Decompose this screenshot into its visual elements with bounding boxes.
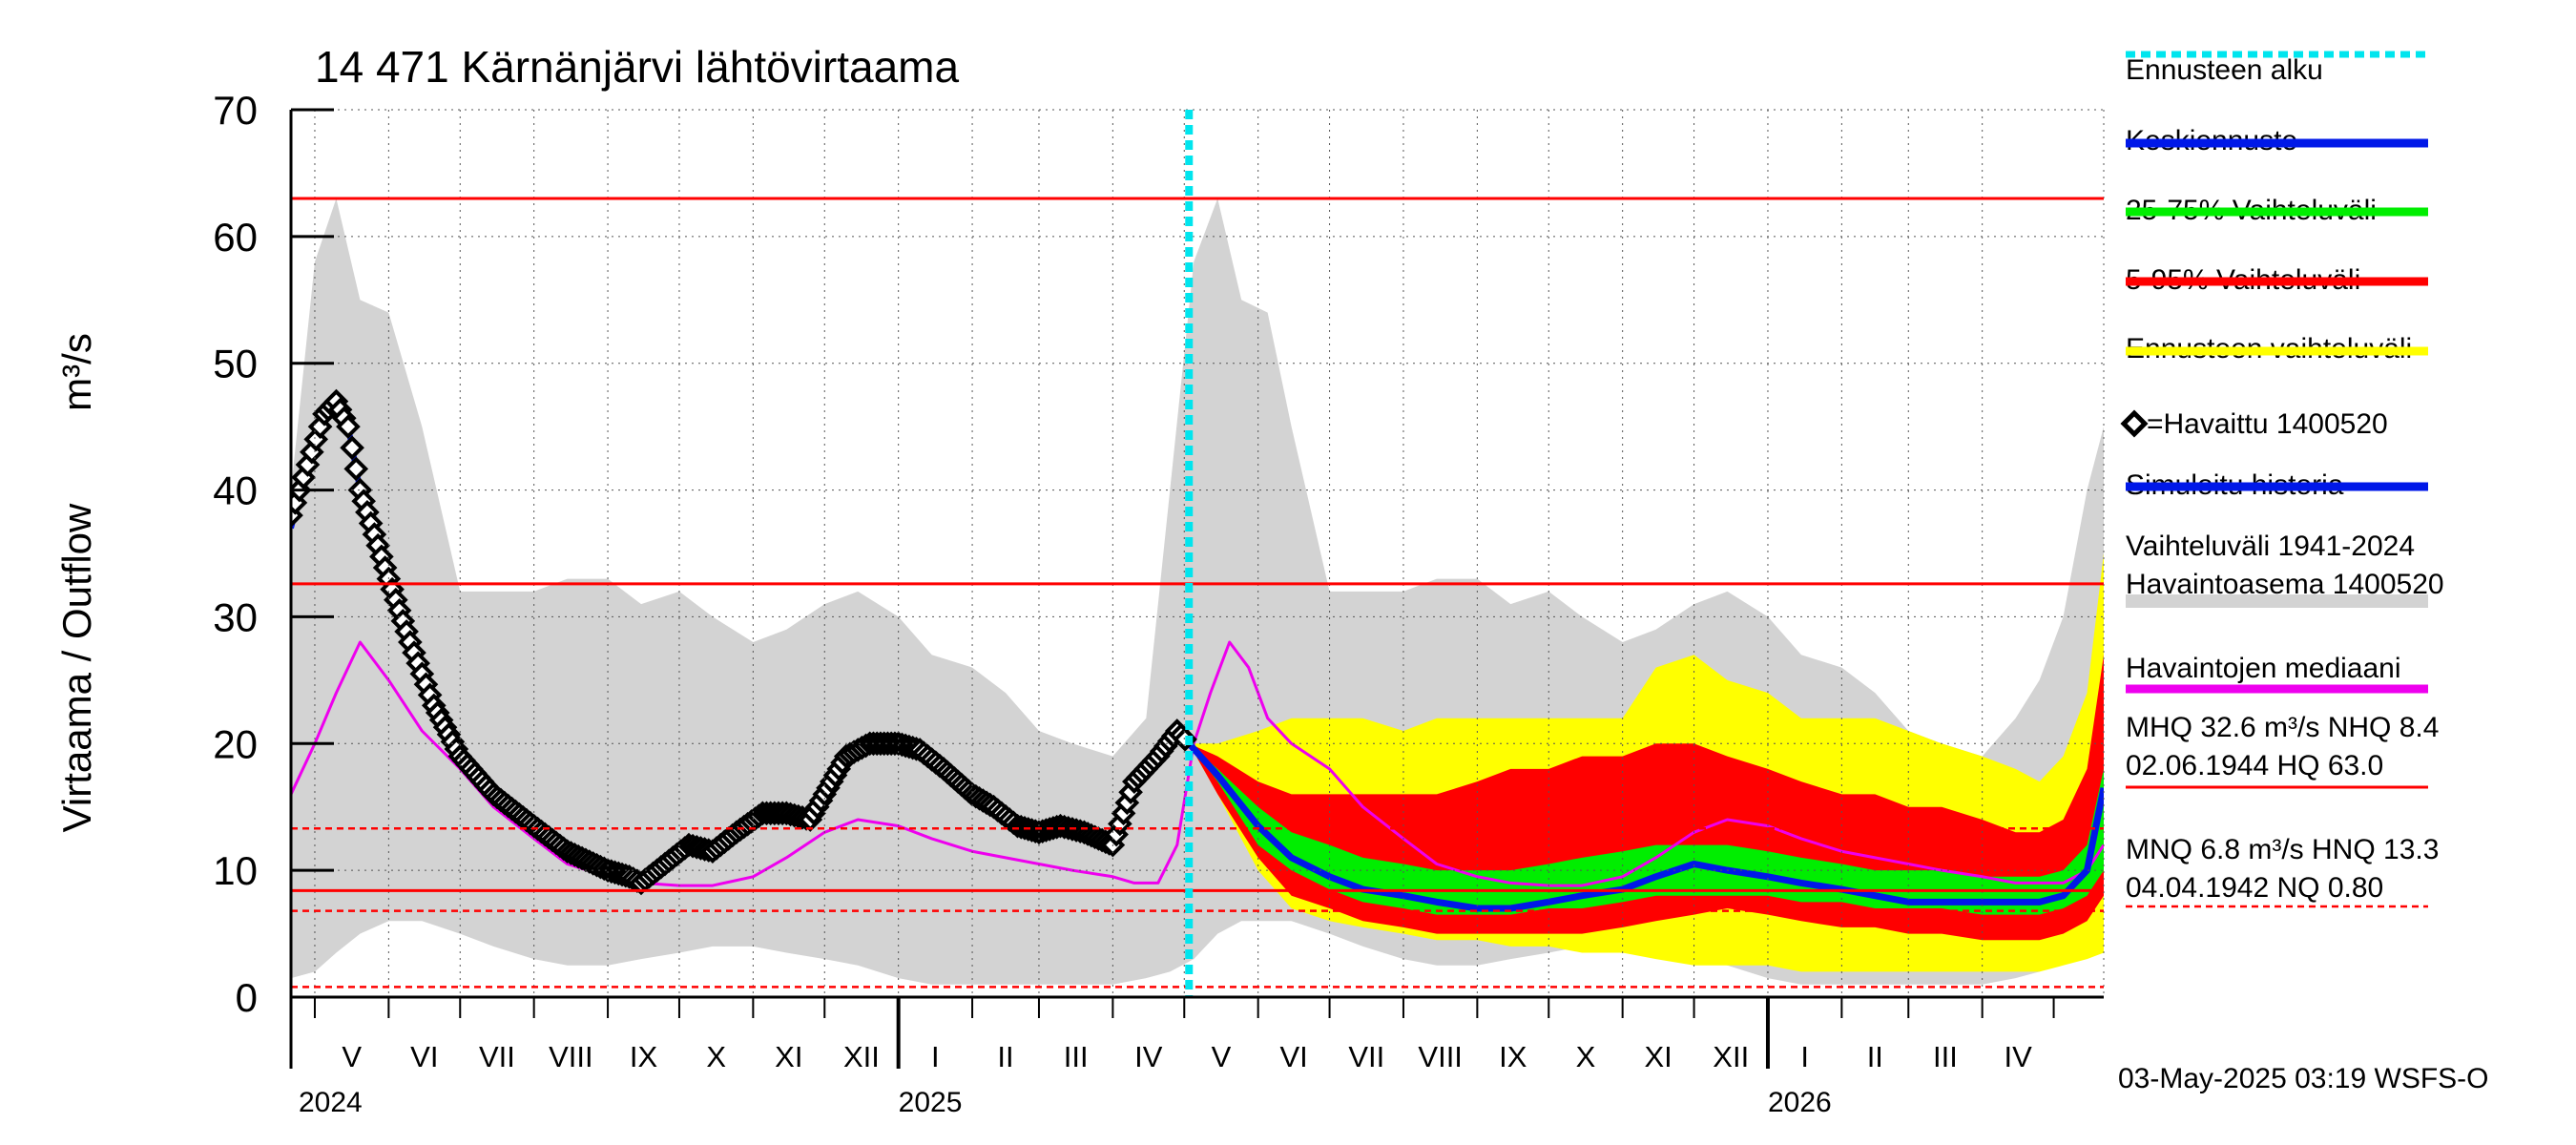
grid (291, 109, 2105, 997)
y-tick-label: 20 (213, 721, 258, 766)
month-label: II (997, 1040, 1013, 1073)
year-label: 2025 (899, 1087, 963, 1118)
month-label: IX (630, 1040, 658, 1073)
month-label: XI (1644, 1040, 1672, 1073)
legend-item: Havaintojen mediaani (2126, 653, 2428, 694)
month-label: VIII (1418, 1040, 1463, 1073)
month-label: XII (1713, 1040, 1749, 1073)
legend-marker-swatch (2120, 409, 2149, 438)
month-label: IV (1134, 1040, 1163, 1073)
legend-item: Ennusteen vaihteluväli (2126, 333, 2428, 364)
legend-label: Havaintojen mediaani (2126, 653, 2401, 684)
legend-label: 02.06.1944 HQ 63.0 (2126, 750, 2383, 781)
month-label: VIII (549, 1040, 593, 1073)
legend-label: =Havaittu 1400520 (2147, 408, 2388, 440)
month-label: VII (479, 1040, 515, 1073)
legend-item: 25-75% Vaihteluväli (2126, 195, 2428, 226)
y-tick-label: 70 (213, 88, 258, 133)
observed-point (343, 456, 369, 482)
month-label: I (931, 1040, 940, 1073)
year-label: 2024 (299, 1087, 363, 1118)
legend-item: Ennusteen alku (2126, 51, 2428, 86)
observed-point (336, 414, 361, 439)
month-label: X (1576, 1040, 1596, 1073)
legend-item: MHQ 32.6 m³/s NHQ 8.4 02.06.1944 HQ 63.0 (2126, 712, 2439, 789)
y-tick-label: 50 (213, 342, 258, 386)
month-label: III (1933, 1040, 1958, 1073)
legend-label: Vaihteluväli 1941-2024 (2126, 531, 2415, 562)
legend-item: 5-95% Vaihteluväli (2126, 264, 2428, 296)
observed-point (340, 435, 364, 461)
legend-item: Keskiennuste (2126, 125, 2428, 156)
month-label: VI (1279, 1040, 1307, 1073)
legend-label: Ennusteen alku (2126, 54, 2323, 86)
month-label: II (1867, 1040, 1883, 1073)
chart-title: 14 471 Kärnänjärvi lähtövirtaama (315, 42, 959, 92)
legend-item: =Havaittu 1400520 (2120, 408, 2388, 440)
month-label: IX (1499, 1040, 1527, 1073)
y-tick-label: 30 (213, 594, 258, 639)
reference-lines (291, 197, 2104, 989)
legend-label: MNQ 6.8 m³/s HNQ 13.3 (2126, 834, 2439, 865)
month-label: XII (843, 1040, 880, 1073)
y-tick-label: 0 (236, 975, 258, 1020)
year-label: 2026 (1768, 1087, 1832, 1118)
y-tick-label: 60 (213, 215, 258, 260)
legend-item: Vaihteluväli 1941-2024 Havaintoasema 140… (2126, 531, 2444, 608)
plot-area (291, 198, 2104, 985)
forecast-25-75-band (1189, 743, 2104, 915)
month-label: I (1800, 1040, 1809, 1073)
legend-item: Simuloitu historia (2126, 469, 2428, 501)
month-label: VII (1348, 1040, 1384, 1073)
legend-label: 04.04.1942 NQ 0.80 (2126, 872, 2383, 904)
month-label: III (1064, 1040, 1089, 1073)
month-label: IV (2004, 1040, 2032, 1073)
legend-item: MNQ 6.8 m³/s HNQ 13.3 04.04.1942 NQ 0.80 (2126, 834, 2439, 908)
y-axis-label: Virtaama / Outflow (54, 503, 99, 832)
month-label: VI (410, 1040, 438, 1073)
month-label: XI (775, 1040, 802, 1073)
y-tick-label: 10 (213, 848, 258, 893)
legend: Ennusteen alku Keskiennuste 25-75% Vaihtel… (2120, 51, 2444, 908)
y-axis-unit: m³/s (54, 333, 99, 411)
month-label: X (706, 1040, 726, 1073)
month-label: V (342, 1040, 362, 1073)
footer-timestamp: 03-May-2025 03:19 WSFS-O (2118, 1063, 2489, 1094)
y-tick-label: 40 (213, 468, 258, 513)
month-label: V (1212, 1040, 1232, 1073)
legend-label: MHQ 32.6 m³/s NHQ 8.4 (2126, 712, 2439, 743)
